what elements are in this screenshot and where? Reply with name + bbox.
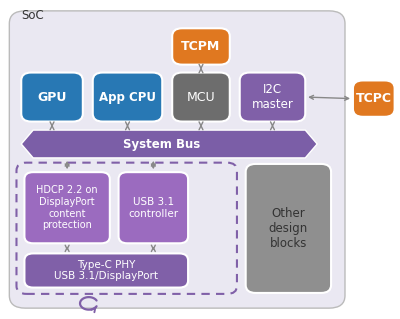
- FancyBboxPatch shape: [240, 72, 305, 122]
- Polygon shape: [21, 130, 317, 158]
- FancyBboxPatch shape: [172, 72, 230, 122]
- Text: GPU: GPU: [37, 91, 67, 104]
- Text: USB 3.1
controller: USB 3.1 controller: [128, 197, 178, 219]
- FancyBboxPatch shape: [9, 11, 345, 308]
- FancyBboxPatch shape: [93, 72, 162, 122]
- Text: HDCP 2.2 on
DisplayPort
content
protection: HDCP 2.2 on DisplayPort content protecti…: [36, 185, 98, 230]
- Text: MCU: MCU: [187, 91, 215, 104]
- FancyBboxPatch shape: [24, 172, 110, 243]
- Text: Other
design
blocks: Other design blocks: [269, 207, 308, 250]
- FancyBboxPatch shape: [246, 164, 331, 293]
- FancyBboxPatch shape: [172, 28, 230, 65]
- FancyBboxPatch shape: [24, 253, 188, 287]
- FancyBboxPatch shape: [118, 172, 188, 243]
- Text: TCPM: TCPM: [181, 40, 221, 53]
- Text: System Bus: System Bus: [123, 137, 200, 151]
- Text: Type-C PHY
USB 3.1/DisplayPort: Type-C PHY USB 3.1/DisplayPort: [54, 260, 158, 281]
- FancyBboxPatch shape: [21, 72, 83, 122]
- FancyBboxPatch shape: [353, 80, 395, 117]
- Text: I2C
master: I2C master: [252, 83, 294, 111]
- Text: App CPU: App CPU: [99, 91, 156, 104]
- Text: TCPC: TCPC: [356, 92, 392, 105]
- Text: SoC: SoC: [21, 9, 44, 22]
